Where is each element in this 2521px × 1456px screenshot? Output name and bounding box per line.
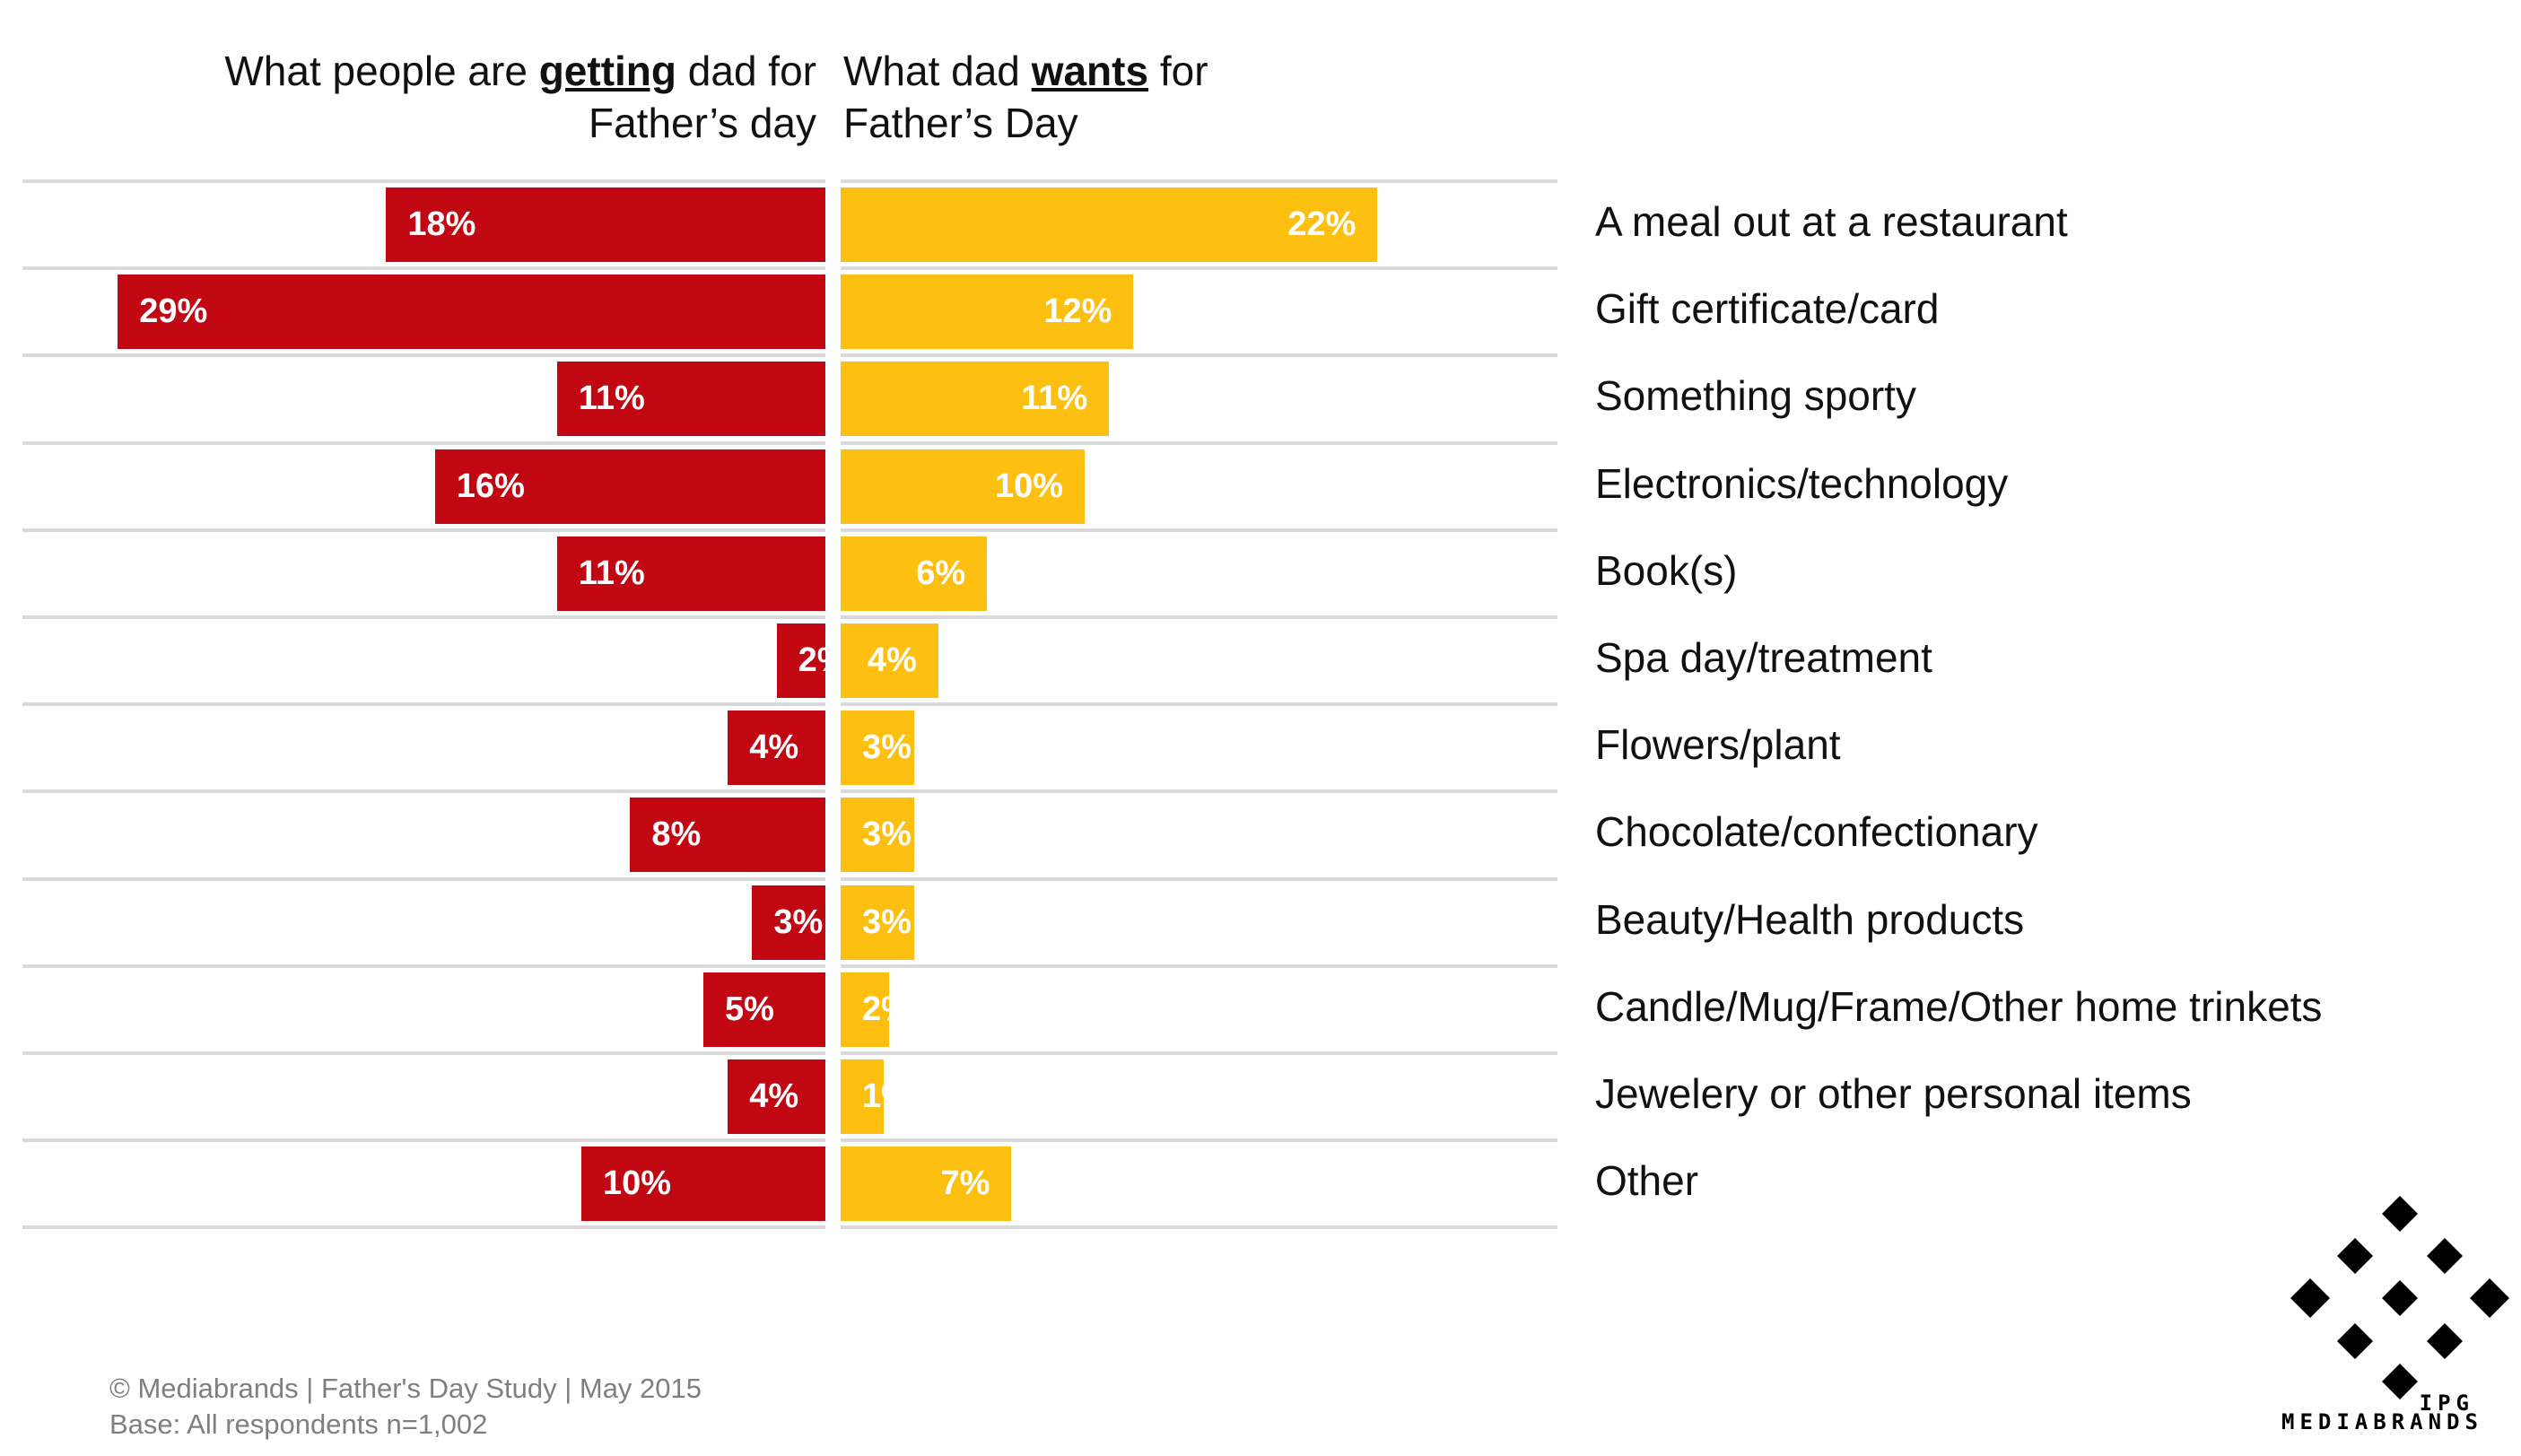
gridline-left — [22, 702, 825, 707]
gridline-right — [841, 266, 1557, 271]
gridline-left — [22, 1138, 825, 1143]
gridline-left — [22, 527, 825, 532]
bar-wants: 4% — [841, 623, 938, 698]
gridline-right — [841, 353, 1557, 358]
gridline-left — [22, 440, 825, 445]
header-text: dad for — [676, 48, 816, 94]
gridline-left — [22, 876, 825, 881]
bar-getting: 11% — [556, 536, 825, 611]
category-label: Candle/Mug/Frame/Other home trinkets — [1595, 982, 2323, 1030]
gridline-right — [841, 440, 1557, 445]
bar-wants: 11% — [841, 362, 1110, 437]
header-text: for — [1148, 48, 1208, 94]
gridline-left — [22, 1225, 825, 1230]
bar-wants: 22% — [841, 187, 1378, 262]
bar-getting: 2% — [776, 623, 825, 698]
header-text: Father’s day — [589, 100, 816, 146]
bar-wants: 3% — [841, 711, 914, 786]
bar-getting: 8% — [630, 798, 825, 873]
logo-text-mediabrands: MEDIABRANDS — [2281, 1409, 2483, 1431]
category-label: Chocolate/confectionary — [1595, 808, 2038, 856]
category-label: Jewelery or other personal items — [1595, 1070, 2192, 1117]
category-label: Something sporty — [1595, 372, 1916, 420]
gridline-right — [841, 963, 1557, 968]
gridline-left — [22, 179, 825, 183]
category-label: Electronics/technology — [1595, 459, 2009, 507]
gridline-left — [22, 1051, 825, 1055]
bar-getting: 16% — [434, 449, 825, 524]
bar-getting: 18% — [386, 187, 825, 262]
bar-wants: 7% — [841, 1146, 1012, 1222]
gridline-right — [841, 1225, 1557, 1230]
right-series-header: What dad wants for Father’s Day — [843, 45, 1208, 149]
bar-getting: 4% — [728, 1059, 825, 1134]
category-label: A meal out at a restaurant — [1595, 198, 2068, 245]
category-label: Gift certificate/card — [1595, 285, 1940, 333]
gridline-right — [841, 789, 1557, 794]
bar-getting: 29% — [118, 275, 825, 350]
ipg-mediabrands-logo: IPG MEDIABRANDS — [2281, 1196, 2509, 1431]
bar-wants: 2% — [841, 972, 890, 1047]
bar-wants: 3% — [841, 798, 914, 873]
bar-wants: 3% — [841, 885, 914, 960]
bar-wants: 6% — [841, 536, 988, 611]
category-label: Spa day/treatment — [1595, 634, 1932, 681]
header-text: What people are — [224, 48, 539, 94]
gridline-left — [22, 963, 825, 968]
header-emphasis: getting — [538, 48, 676, 94]
category-label: Book(s) — [1595, 546, 1738, 594]
category-label: Other — [1595, 1157, 1699, 1205]
bar-getting: 4% — [728, 711, 825, 786]
bar-getting: 11% — [556, 362, 825, 437]
gridline-right — [841, 179, 1557, 183]
bar-wants: 12% — [841, 275, 1134, 350]
gridline-right — [841, 876, 1557, 881]
logo-text-ipg: IPG — [2420, 1391, 2474, 1416]
gridline-right — [841, 1051, 1557, 1055]
bar-getting: 3% — [752, 885, 825, 960]
gridline-left — [22, 615, 825, 619]
logo-diamonds-icon — [2290, 1196, 2509, 1399]
left-series-header: What people are getting dad for Father’s… — [224, 45, 816, 149]
header-emphasis: wants — [1031, 48, 1149, 94]
bar-getting: 5% — [703, 972, 825, 1047]
gridline-right — [841, 615, 1557, 619]
gridline-left — [22, 266, 825, 271]
gridline-left — [22, 353, 825, 358]
category-label: Flowers/plant — [1595, 721, 1841, 769]
gridline-right — [841, 1138, 1557, 1143]
footer-base: Base: All respondents n=1,002 — [109, 1408, 488, 1440]
gridline-left — [22, 789, 825, 794]
gridline-right — [841, 527, 1557, 532]
bar-wants: 10% — [841, 449, 1085, 524]
footer-source: © Mediabrands | Father's Day Study | May… — [109, 1373, 702, 1404]
category-label: Beauty/Health products — [1595, 895, 2025, 943]
header-text: What dad — [843, 48, 1032, 94]
header-text: Father’s Day — [843, 100, 1078, 146]
bar-wants: 1% — [841, 1059, 884, 1134]
gridline-right — [841, 702, 1557, 707]
bar-getting: 10% — [581, 1146, 825, 1222]
